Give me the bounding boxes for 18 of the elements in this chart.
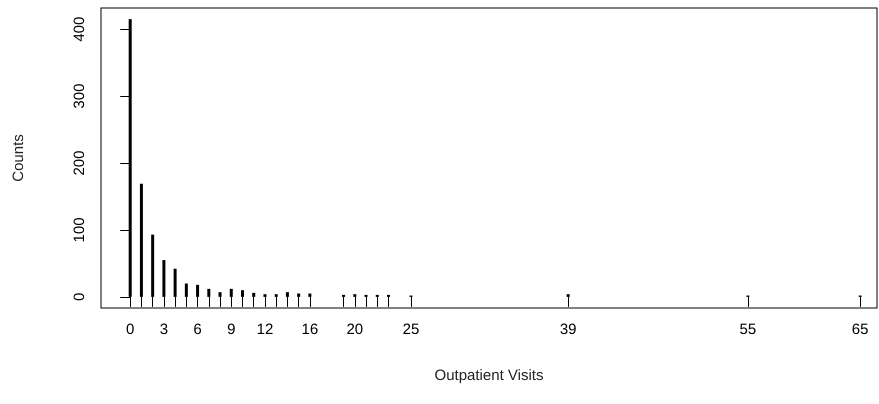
y-tick-label: 200 [71,150,88,176]
x-tick-label: 12 [256,321,274,338]
y-tick-label: 100 [71,217,88,242]
x-tick-label: 25 [402,321,420,338]
y-tick-label: 400 [71,16,88,42]
x-tick-label: 20 [346,321,364,338]
x-tick-label: 55 [740,321,756,338]
y-tick-label: 0 [71,292,88,302]
x-tick-label: 39 [560,321,577,338]
x-tick-label: 6 [193,321,202,338]
x-tick-label: 3 [160,321,168,338]
x-tick-label: 0 [126,321,134,338]
y-tick-label: 300 [71,84,88,109]
x-tick-label: 65 [852,321,868,338]
x-axis-title: Outpatient Visits [434,367,544,384]
y-axis-title: Counts [10,134,27,182]
x-tick-label: 9 [227,321,236,338]
x-tick-label: 16 [302,321,318,338]
